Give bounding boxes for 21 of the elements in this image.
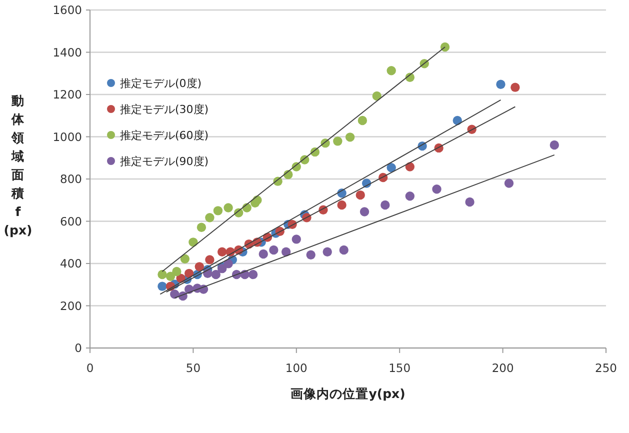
y-tick-label: 1400 — [52, 45, 82, 60]
legend-label: 推定モデル(0度) — [120, 77, 202, 90]
legend-label: 推定モデル(60度) — [120, 129, 209, 142]
legend-label: 推定モデル(30度) — [120, 103, 209, 116]
y-tick-label: 800 — [60, 172, 82, 186]
x-tick-label: 100 — [285, 361, 308, 375]
ylabel: 動体領域面積f (px) — [4, 93, 32, 238]
y-tick-label: 400 — [60, 256, 82, 270]
x-tick-label: 200 — [492, 361, 514, 375]
x-tick-label: 0 — [86, 361, 94, 375]
x-tick-label: 50 — [186, 361, 201, 375]
x-tick-label: 150 — [388, 361, 411, 375]
y-tick-label: 600 — [60, 214, 82, 228]
y-tick-label: 0 — [74, 341, 82, 355]
y-tick-label: 1000 — [52, 130, 82, 144]
x-axis-title: 画像内の位置y(px) — [290, 386, 406, 401]
y-tick-label: 1200 — [52, 88, 82, 102]
y-tick-label: 200 — [60, 298, 82, 313]
x-tick-label: 250 — [595, 361, 617, 375]
y-tick-label: 1600 — [52, 3, 82, 17]
legend-label: 推定モデル(90度) — [120, 155, 209, 168]
